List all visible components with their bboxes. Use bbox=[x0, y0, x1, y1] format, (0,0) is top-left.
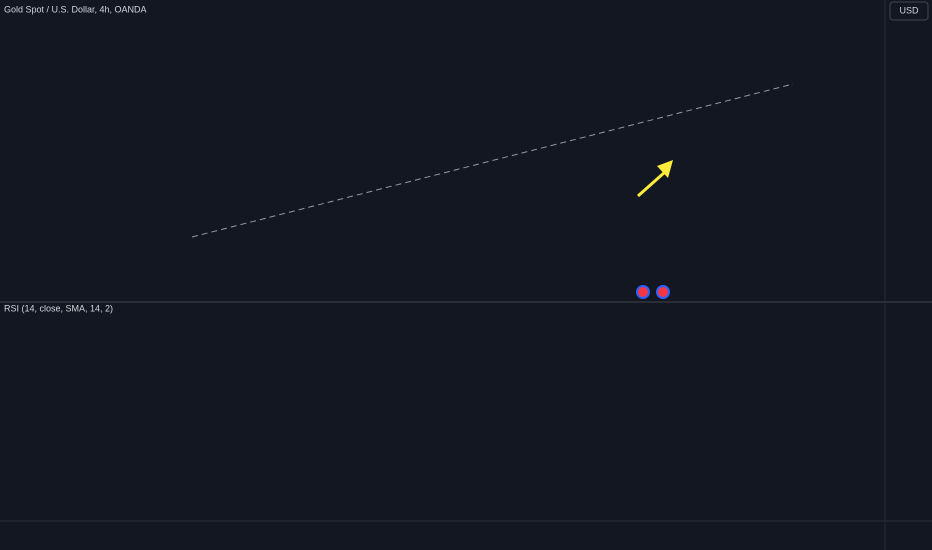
rsi-title: RSI (14, close, SMA, 14, 2) bbox=[4, 303, 113, 313]
symbol-title: Gold Spot / U.S. Dollar, 4h, OANDA bbox=[4, 4, 147, 14]
trend-line bbox=[191, 83, 794, 238]
event-icon[interactable] bbox=[636, 285, 650, 299]
event-icon[interactable] bbox=[656, 285, 670, 299]
arrow-head bbox=[657, 160, 673, 178]
arrow bbox=[637, 170, 666, 198]
currency[interactable]: USD bbox=[899, 5, 919, 15]
currency-button[interactable] bbox=[889, 1, 929, 21]
